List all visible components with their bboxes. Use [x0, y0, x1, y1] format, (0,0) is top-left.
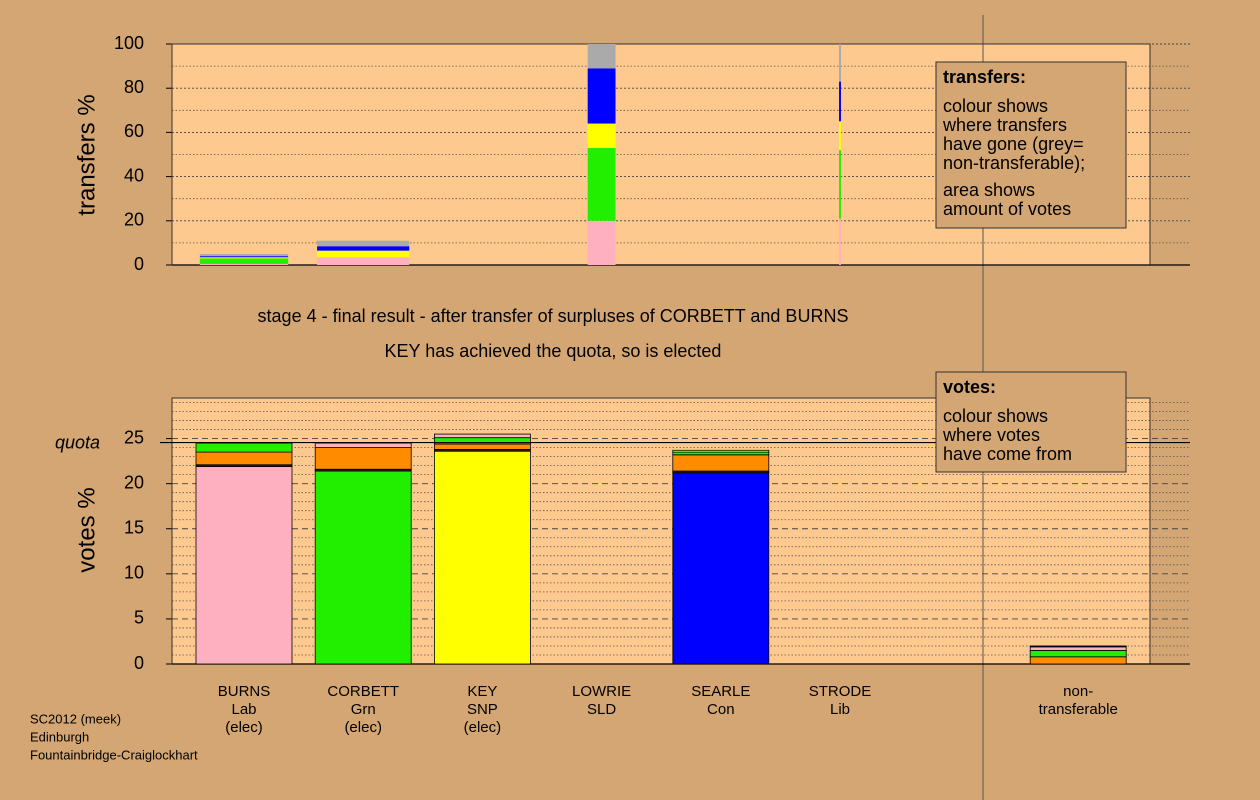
annotation-text: have gone (grey= — [943, 134, 1084, 154]
transfer-segment — [587, 68, 616, 124]
vote-segment — [672, 451, 770, 456]
y-tick-label: 0 — [134, 254, 144, 274]
vote-segment — [672, 454, 770, 472]
y-tick-label: 100 — [114, 33, 144, 53]
y-tick-label: 25 — [124, 427, 144, 447]
vote-segment — [433, 450, 531, 665]
annotation-text: non-transferable); — [943, 153, 1085, 173]
party-label: Con — [707, 701, 735, 718]
transfer-segment — [587, 44, 616, 69]
stage-title: stage 4 - final result - after transfer … — [258, 306, 849, 326]
annotation-box — [935, 61, 1127, 229]
y-tick-label: 15 — [124, 517, 144, 537]
party-label: Lab — [231, 701, 256, 718]
y-axis-title: transfers % — [73, 94, 100, 215]
y-tick-label: 5 — [134, 608, 144, 628]
transfer-segment — [199, 257, 289, 259]
stage-title: KEY has achieved the quota, so is electe… — [385, 341, 722, 361]
transfer-segment — [587, 220, 616, 265]
vote-segment — [433, 443, 531, 450]
status-label: (elec) — [225, 719, 263, 736]
transfer-segment — [839, 150, 841, 219]
transfer-segment — [199, 256, 289, 258]
annotation-box — [935, 371, 1127, 473]
y-tick-label: 40 — [124, 165, 144, 185]
annotation-title: votes: — [943, 377, 996, 397]
annotation-text: area shows — [943, 180, 1035, 200]
vote-segment — [314, 442, 412, 448]
y-tick-label: 20 — [124, 472, 144, 492]
vote-segment — [314, 447, 412, 470]
x-tick-label-line: non- — [1063, 683, 1093, 700]
vote-segment — [1029, 650, 1127, 658]
footer-text: Edinburgh — [30, 729, 89, 744]
annotation-text: where transfers — [942, 115, 1067, 135]
transfer-segment — [317, 257, 410, 265]
annotation-text: where votes — [942, 425, 1040, 445]
x-tick-label: BURNS — [218, 683, 271, 700]
transfer-segment — [839, 44, 841, 82]
vote-segment — [195, 442, 293, 453]
x-tick-label: CORBETT — [327, 683, 399, 700]
y-tick-label: 80 — [124, 77, 144, 97]
status-label: (elec) — [464, 719, 502, 736]
status-label: (elec) — [344, 719, 382, 736]
vote-segment — [672, 472, 770, 665]
x-tick-label: LOWRIE — [572, 683, 631, 700]
transfer-segment — [317, 246, 410, 251]
x-tick-label: non-transferable — [1039, 683, 1118, 718]
transfer-segment — [587, 147, 616, 221]
transfer-segment — [839, 121, 841, 151]
y-tick-label: 60 — [124, 121, 144, 141]
vote-segment — [314, 470, 412, 665]
vote-segment — [1029, 646, 1127, 651]
vote-segment — [672, 449, 770, 453]
vote-segment — [1029, 656, 1127, 665]
transfer-segment — [839, 81, 841, 122]
x-tick-label: STRODE — [809, 683, 872, 700]
vote-segment — [195, 466, 293, 665]
footer-text: SC2012 (meek) — [30, 711, 121, 726]
footer-text: Fountainbridge-Craiglockhart — [30, 747, 198, 762]
transfer-segment — [199, 253, 289, 257]
vote-segment — [433, 433, 531, 439]
annotation-text: colour shows — [943, 406, 1048, 426]
y-tick-label: 20 — [124, 210, 144, 230]
party-label: SNP — [467, 701, 498, 718]
transfer-segment — [317, 240, 410, 247]
quota-label: quota — [55, 432, 100, 452]
transfer-segment — [199, 263, 289, 265]
x-tick-label: SEARLE — [691, 683, 750, 700]
transfer-segment — [839, 218, 841, 265]
x-tick-label-line: transferable — [1039, 701, 1118, 718]
transfer-segment — [587, 123, 616, 148]
annotation-title: transfers: — [943, 67, 1026, 87]
annotation-text: amount of votes — [943, 199, 1071, 219]
party-label: Grn — [351, 701, 376, 718]
party-label: Lib — [830, 701, 850, 718]
transfer-segment — [199, 258, 289, 264]
y-tick-label: 10 — [124, 563, 144, 583]
y-axis-title: votes % — [73, 487, 100, 572]
vote-segment — [195, 451, 293, 466]
x-tick-label: KEY — [467, 683, 497, 700]
annotation-text: have come from — [943, 444, 1072, 464]
annotation-text: colour shows — [943, 96, 1048, 116]
vote-segment — [1029, 645, 1127, 648]
y-tick-label: 0 — [134, 653, 144, 673]
transfer-segment — [317, 250, 410, 258]
party-label: SLD — [587, 701, 616, 718]
